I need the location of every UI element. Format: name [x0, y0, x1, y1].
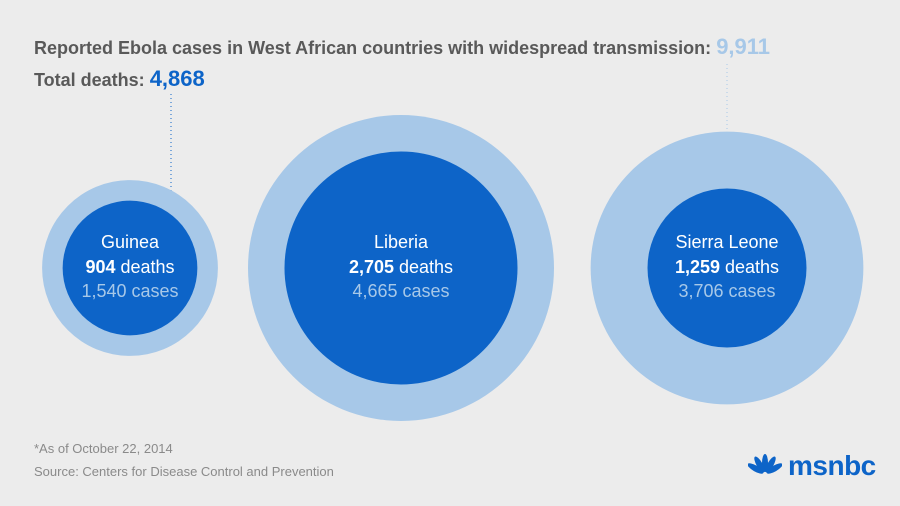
guinea-deaths-bubble: [62, 200, 198, 336]
source-note: Source: Centers for Disease Control and …: [34, 464, 334, 479]
sierra-leone-country-label: Sierra Leone: [675, 232, 778, 252]
sierra-leone-deaths-label: 1,259 deaths: [675, 257, 779, 277]
guinea-deaths-label: 904 deaths: [85, 257, 174, 277]
total-cases-value: 9,911: [716, 34, 771, 59]
liberia-country-label: Liberia: [374, 232, 429, 252]
guinea-cases-label: 1,540 cases: [81, 281, 178, 301]
peacock-icon: [748, 454, 782, 474]
total-deaths-value: 4,868: [149, 66, 205, 91]
liberia-deaths-label: 2,705 deaths: [349, 257, 453, 277]
sierra-leone-cases-label: 3,706 cases: [678, 281, 775, 301]
chart-title: Reported Ebola cases in West African cou…: [34, 34, 770, 60]
deaths-title-label: Total deaths:: [34, 70, 145, 90]
bubble-labels: Guinea 904 deaths 1,540 cases Liberia 2,705 …: [81, 232, 779, 301]
logo-text: msnbc: [788, 450, 876, 481]
guinea-country-label: Guinea: [101, 232, 160, 252]
msnbc-logo: msnbc: [748, 452, 876, 480]
leader-lines: [170, 64, 728, 199]
deaths-subtitle: Total deaths: 4,868: [34, 66, 205, 92]
bubbles: [42, 115, 864, 421]
cases-title-label: Reported Ebola cases in West African cou…: [34, 38, 712, 58]
footnote: *As of October 22, 2014: [34, 441, 173, 456]
sierra-leone-deaths-bubble: [647, 188, 807, 348]
liberia-cases-label: 4,665 cases: [352, 281, 449, 301]
liberia-deaths-bubble: [284, 151, 518, 385]
